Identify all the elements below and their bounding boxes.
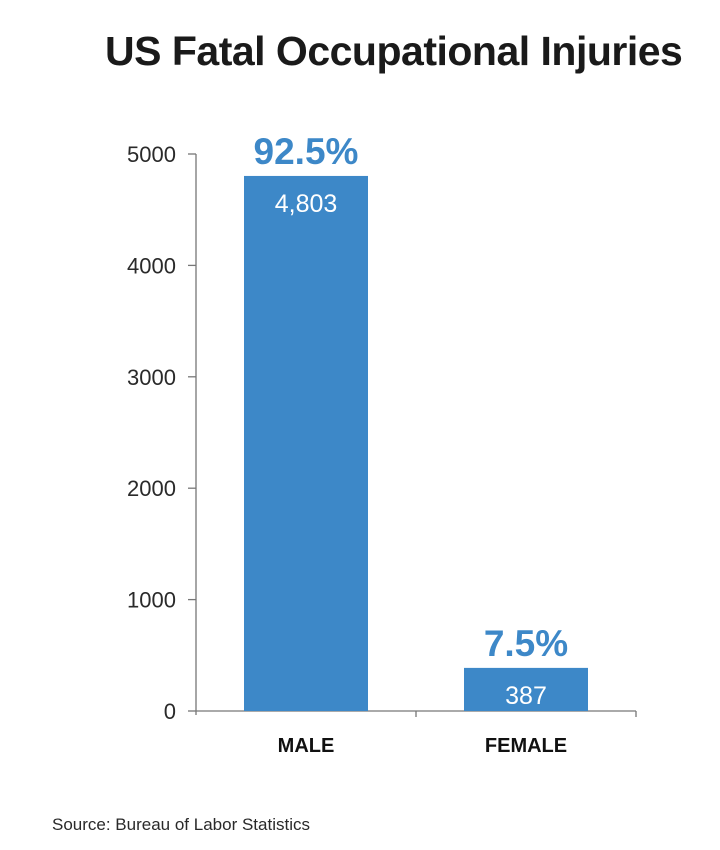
y-tick-label: 1000 — [127, 588, 176, 613]
x-category-label: MALE — [278, 735, 335, 757]
y-tick-label: 5000 — [127, 142, 176, 167]
bar-percent-label: 92.5% — [254, 131, 359, 172]
bar-male — [244, 175, 368, 711]
y-tick-label: 0 — [164, 699, 176, 724]
y-tick-label: 3000 — [127, 365, 176, 390]
bar-female — [464, 667, 588, 711]
bar-value-label: 387 — [505, 682, 547, 710]
bar-value-label: 4,803 — [275, 190, 338, 218]
chart-title: US Fatal Occupational Injuries — [105, 28, 683, 74]
y-tick-label: 4000 — [127, 253, 176, 278]
x-category-label: FEMALE — [485, 735, 567, 757]
y-tick-label: 2000 — [127, 476, 176, 501]
source-note: Source: Bureau of Labor Statistics — [52, 815, 310, 834]
bar-percent-label: 7.5% — [484, 623, 568, 664]
bar-chart: 0 1000 2000 3000 4000 5000 4,803 92.5% MALE 387 7.… — [127, 131, 637, 757]
